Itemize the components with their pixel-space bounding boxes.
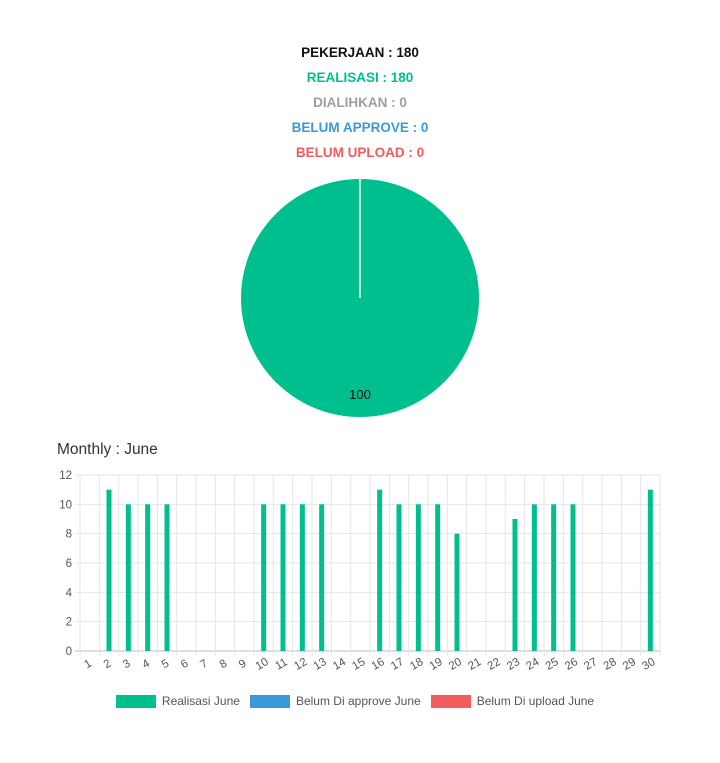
- x-tick-label: 2: [102, 658, 114, 672]
- x-tick-label: 6: [179, 658, 191, 672]
- bar-realisasi-june-day-3[interactable]: [125, 504, 131, 651]
- x-tick-label: 7: [198, 658, 210, 672]
- x-tick-label: 12: [292, 656, 309, 673]
- belum-approve-total: BELUM APPROVE : 0: [291, 120, 429, 135]
- bar-realisasi-june-day-11[interactable]: [280, 504, 286, 651]
- y-tick-label: 6: [66, 558, 72, 570]
- bar-realisasi-june-day-12[interactable]: [299, 504, 305, 651]
- pie-slice-label: 100: [349, 387, 371, 402]
- x-tick-label: 17: [389, 656, 406, 673]
- bar-realisasi-june-day-17[interactable]: [396, 504, 402, 651]
- chart-legend: Realisasi June Belum Di approve June Belum…: [0, 694, 720, 708]
- bar-realisasi-june-day-18[interactable]: [415, 504, 421, 651]
- x-tick-label: 11: [273, 656, 289, 672]
- x-tick-label: 18: [408, 656, 425, 673]
- x-tick-label: 23: [505, 656, 522, 673]
- x-tick-label: 8: [218, 658, 230, 672]
- x-tick-label: 25: [544, 656, 561, 673]
- x-tick-label: 9: [237, 658, 249, 672]
- y-tick-label: 0: [66, 646, 72, 658]
- legend-item[interactable]: Belum Di approve June: [249, 694, 421, 708]
- x-tick-label: 30: [640, 656, 657, 673]
- legend-label: Belum Di approve June: [295, 694, 421, 708]
- x-tick-label: 21: [466, 656, 483, 673]
- bar-realisasi-june-day-10[interactable]: [261, 504, 267, 651]
- x-tick-label: 28: [602, 656, 619, 673]
- x-tick-label: 27: [582, 656, 599, 673]
- x-tick-label: 19: [428, 656, 445, 673]
- bar-realisasi-june-day-5[interactable]: [164, 504, 170, 651]
- y-tick-label: 2: [66, 617, 72, 629]
- x-tick-label: 10: [254, 656, 271, 673]
- y-tick-label: 10: [59, 499, 72, 511]
- legend-swatch: [249, 694, 290, 708]
- pie-chart[interactable]: 100: [230, 170, 490, 430]
- bar-realisasi-june-day-13[interactable]: [319, 504, 325, 651]
- bar-realisasi-june-day-26[interactable]: [570, 504, 576, 651]
- legend-item[interactable]: Realisasi June: [115, 694, 240, 708]
- x-tick-label: 22: [486, 656, 503, 673]
- y-tick-label: 8: [66, 529, 72, 541]
- bar-realisasi-june-day-2[interactable]: [106, 489, 112, 651]
- x-tick-label: 26: [563, 656, 580, 673]
- x-tick-label: 16: [370, 656, 387, 673]
- realisasi-total: REALISASI : 180: [306, 70, 414, 85]
- x-tick-label: 14: [331, 656, 349, 673]
- pekerjaan-total: PEKERJAAN : 180: [301, 45, 419, 60]
- x-tick-label: 4: [140, 657, 152, 671]
- x-tick-label: 20: [447, 656, 464, 673]
- bar-realisasi-june-day-24[interactable]: [531, 504, 537, 651]
- bar-realisasi-june-day-23[interactable]: [512, 519, 518, 651]
- bar-realisasi-june-day-30[interactable]: [647, 489, 653, 651]
- y-tick-label: 4: [66, 587, 73, 599]
- dialihkan-total: DIALIHKAN : 0: [313, 95, 407, 110]
- x-tick-label: 1: [82, 658, 94, 672]
- x-tick-label: 13: [312, 656, 329, 673]
- bar-realisasi-june-day-4[interactable]: [145, 504, 151, 651]
- x-tick-label: 24: [524, 656, 542, 673]
- summary-stats: PEKERJAAN : 180 REALISASI : 180 DIALIHKA…: [0, 40, 720, 165]
- legend-swatch: [115, 694, 156, 708]
- monthly-title: Monthly : June: [57, 441, 158, 458]
- bar-realisasi-june-day-20[interactable]: [454, 533, 460, 651]
- y-tick-label: 12: [59, 470, 72, 482]
- legend-swatch: [430, 694, 471, 708]
- legend-item[interactable]: Belum Di upload June: [430, 694, 595, 708]
- legend-label: Realisasi June: [161, 694, 240, 708]
- x-tick-label: 29: [621, 656, 638, 673]
- x-tick-label: 3: [121, 658, 133, 672]
- bar-realisasi-june-day-19[interactable]: [435, 504, 441, 651]
- x-tick-label: 5: [160, 658, 172, 672]
- belum-upload-total: BELUM UPLOAD : 0: [295, 145, 425, 160]
- bar-realisasi-june-day-25[interactable]: [551, 504, 557, 651]
- x-tick-label: 15: [350, 656, 367, 673]
- bar-realisasi-june-day-16[interactable]: [377, 489, 383, 651]
- legend-label: Belum Di upload June: [476, 694, 595, 708]
